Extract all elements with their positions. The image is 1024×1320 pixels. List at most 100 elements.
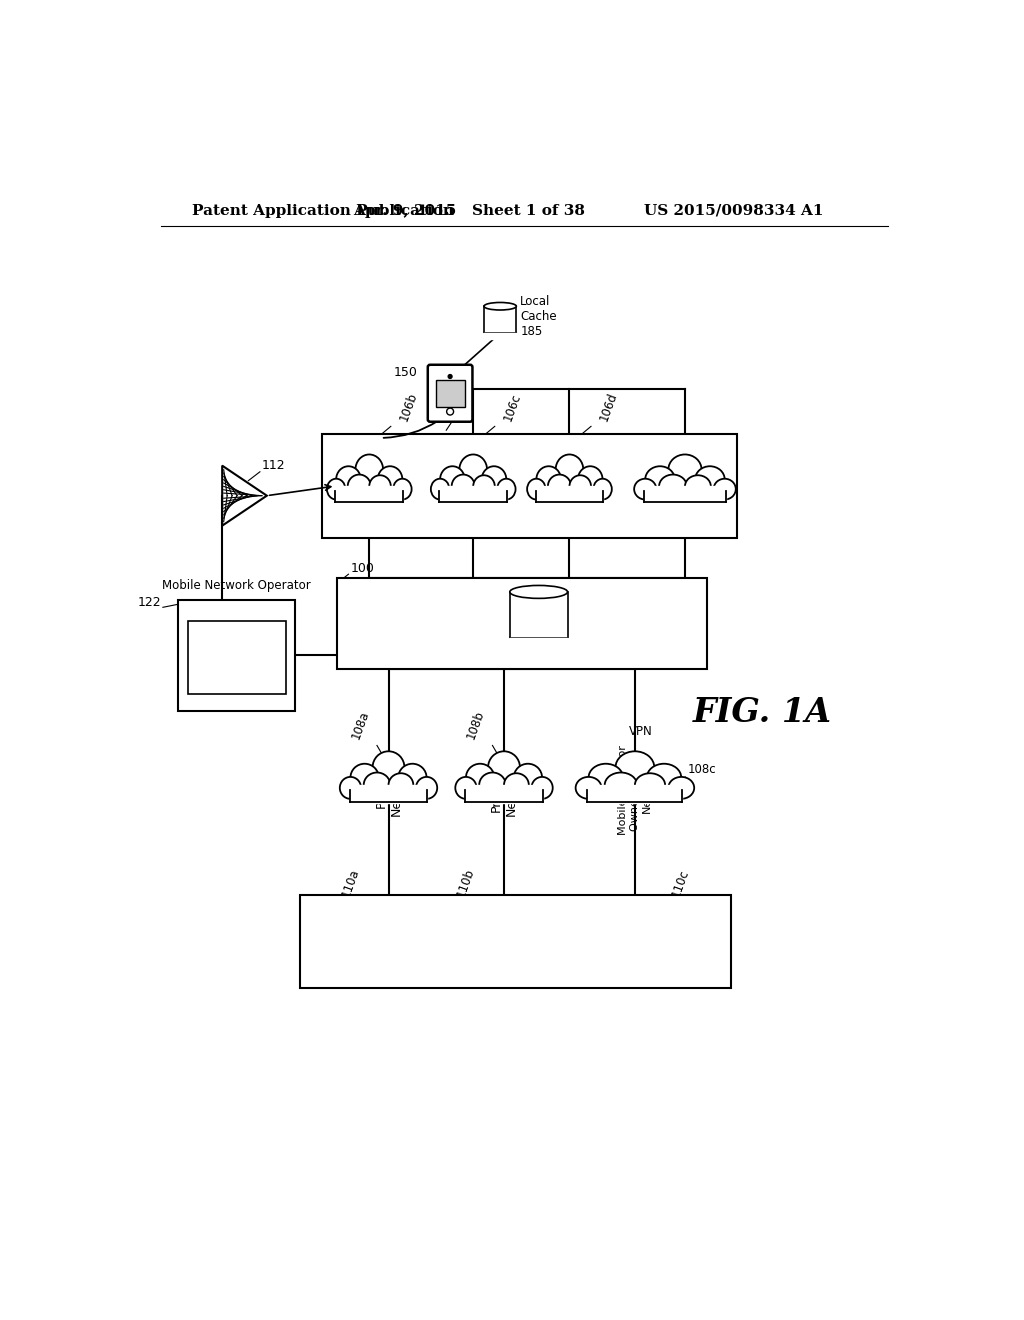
FancyBboxPatch shape: [465, 785, 543, 803]
Ellipse shape: [634, 479, 656, 499]
Text: 106a: 106a: [446, 381, 469, 414]
Ellipse shape: [388, 774, 414, 797]
Ellipse shape: [466, 764, 495, 792]
Ellipse shape: [484, 302, 516, 310]
Ellipse shape: [504, 774, 528, 797]
Ellipse shape: [548, 475, 571, 498]
Text: Corporate/
Home: Corporate/ Home: [471, 928, 538, 956]
Ellipse shape: [364, 772, 390, 797]
FancyBboxPatch shape: [300, 895, 731, 989]
FancyBboxPatch shape: [349, 785, 427, 803]
Text: 108b: 108b: [465, 709, 487, 741]
Text: Public
WiFi: Public WiFi: [459, 473, 487, 510]
Ellipse shape: [370, 475, 391, 498]
Circle shape: [446, 408, 454, 414]
Text: Third Party: Third Party: [354, 935, 423, 948]
Ellipse shape: [398, 764, 427, 792]
FancyBboxPatch shape: [428, 364, 472, 422]
FancyBboxPatch shape: [178, 599, 295, 711]
Ellipse shape: [378, 466, 402, 492]
Text: 108a: 108a: [349, 709, 372, 741]
Ellipse shape: [456, 777, 476, 799]
Text: 106c: 106c: [501, 392, 523, 424]
Ellipse shape: [575, 777, 601, 799]
Ellipse shape: [635, 774, 666, 797]
FancyBboxPatch shape: [435, 380, 465, 407]
FancyBboxPatch shape: [336, 486, 403, 503]
Ellipse shape: [438, 457, 509, 507]
Text: Mobile
Operator
WiFi: Mobile Operator WiFi: [664, 465, 707, 517]
Ellipse shape: [685, 475, 711, 498]
Text: Patent Application Publication: Patent Application Publication: [193, 203, 455, 218]
Text: 135: 135: [480, 576, 502, 589]
Ellipse shape: [460, 454, 487, 484]
Ellipse shape: [669, 454, 701, 484]
Ellipse shape: [642, 457, 727, 507]
Text: Host Server: Host Server: [351, 583, 366, 664]
FancyBboxPatch shape: [187, 622, 286, 694]
FancyBboxPatch shape: [322, 434, 737, 539]
Ellipse shape: [340, 777, 361, 799]
Ellipse shape: [350, 764, 379, 792]
Ellipse shape: [327, 479, 345, 499]
Text: FIG. 1A: FIG. 1A: [692, 697, 831, 729]
Ellipse shape: [334, 457, 404, 507]
Ellipse shape: [440, 466, 465, 492]
FancyBboxPatch shape: [483, 333, 517, 338]
Text: Mobile Network Operator: Mobile Network Operator: [163, 579, 311, 591]
Ellipse shape: [578, 466, 602, 492]
Ellipse shape: [556, 454, 584, 484]
Text: 110c: 110c: [670, 867, 691, 899]
Ellipse shape: [393, 479, 412, 499]
Ellipse shape: [355, 454, 383, 484]
Text: Private
WiFi: Private WiFi: [555, 470, 584, 513]
Ellipse shape: [537, 466, 561, 492]
Text: Apr. 9, 2015   Sheet 1 of 38: Apr. 9, 2015 Sheet 1 of 38: [353, 203, 586, 218]
FancyBboxPatch shape: [509, 638, 568, 645]
FancyBboxPatch shape: [586, 904, 684, 979]
Ellipse shape: [527, 479, 546, 499]
FancyBboxPatch shape: [439, 486, 507, 503]
Text: Network: Network: [362, 466, 376, 517]
Ellipse shape: [593, 479, 611, 499]
Text: 112: 112: [261, 459, 285, 473]
Ellipse shape: [481, 466, 506, 492]
Ellipse shape: [605, 772, 637, 797]
FancyBboxPatch shape: [484, 306, 516, 333]
Ellipse shape: [669, 777, 694, 799]
Text: 110b: 110b: [455, 866, 477, 899]
Text: US 2015/0098334 A1: US 2015/0098334 A1: [644, 203, 823, 218]
FancyBboxPatch shape: [510, 591, 567, 638]
Ellipse shape: [484, 330, 516, 337]
Text: 122: 122: [138, 595, 162, 609]
Ellipse shape: [531, 777, 553, 799]
Ellipse shape: [615, 751, 654, 784]
Ellipse shape: [659, 475, 687, 498]
Ellipse shape: [348, 754, 429, 807]
Text: Mobile Operator
Owned Private
Network: Mobile Operator Owned Private Network: [618, 744, 651, 834]
Ellipse shape: [510, 586, 567, 598]
Text: VPN: VPN: [629, 725, 653, 738]
Ellipse shape: [535, 457, 605, 507]
Text: 110a: 110a: [339, 867, 361, 899]
Ellipse shape: [497, 479, 515, 499]
FancyBboxPatch shape: [644, 486, 726, 503]
Circle shape: [449, 375, 452, 379]
Text: 108c: 108c: [687, 763, 716, 776]
Ellipse shape: [463, 754, 545, 807]
Text: 150: 150: [394, 367, 418, 379]
Text: 100: 100: [351, 562, 375, 576]
Text: Server
Cache: Server Cache: [518, 605, 559, 632]
Text: Public
Network: Public Network: [375, 764, 402, 816]
Ellipse shape: [431, 479, 450, 499]
Ellipse shape: [416, 777, 437, 799]
FancyBboxPatch shape: [459, 904, 550, 979]
Ellipse shape: [695, 466, 725, 492]
FancyBboxPatch shape: [588, 785, 682, 803]
Text: Operator
Domain/Portal/
DMZ Zone: Operator Domain/Portal/ DMZ Zone: [591, 920, 679, 964]
Text: Private
Network: Private Network: [490, 764, 518, 816]
FancyBboxPatch shape: [343, 904, 434, 979]
Ellipse shape: [647, 764, 681, 792]
FancyBboxPatch shape: [337, 578, 707, 669]
Ellipse shape: [586, 754, 684, 807]
